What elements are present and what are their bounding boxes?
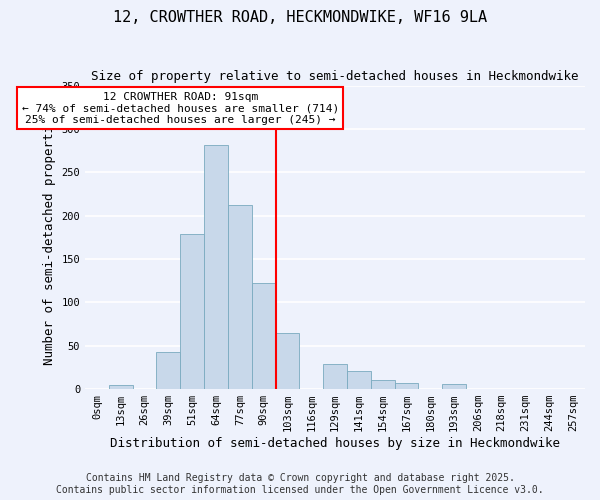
Bar <box>252 284 275 389</box>
Bar <box>347 371 371 389</box>
Bar <box>442 384 466 389</box>
Bar <box>204 146 228 389</box>
Text: Contains HM Land Registry data © Crown copyright and database right 2025.
Contai: Contains HM Land Registry data © Crown c… <box>56 474 544 495</box>
Bar <box>323 364 347 389</box>
Bar <box>395 383 418 389</box>
Bar <box>157 352 180 389</box>
Y-axis label: Number of semi-detached properties: Number of semi-detached properties <box>43 110 56 365</box>
Text: 12 CROWTHER ROAD: 91sqm
← 74% of semi-detached houses are smaller (714)
25% of s: 12 CROWTHER ROAD: 91sqm ← 74% of semi-de… <box>22 92 339 125</box>
Bar <box>371 380 395 389</box>
Title: Size of property relative to semi-detached houses in Heckmondwike: Size of property relative to semi-detach… <box>91 70 579 83</box>
Bar <box>109 384 133 389</box>
Text: 12, CROWTHER ROAD, HECKMONDWIKE, WF16 9LA: 12, CROWTHER ROAD, HECKMONDWIKE, WF16 9L… <box>113 10 487 25</box>
Bar <box>228 205 252 389</box>
Bar <box>275 332 299 389</box>
Bar <box>180 234 204 389</box>
X-axis label: Distribution of semi-detached houses by size in Heckmondwike: Distribution of semi-detached houses by … <box>110 437 560 450</box>
